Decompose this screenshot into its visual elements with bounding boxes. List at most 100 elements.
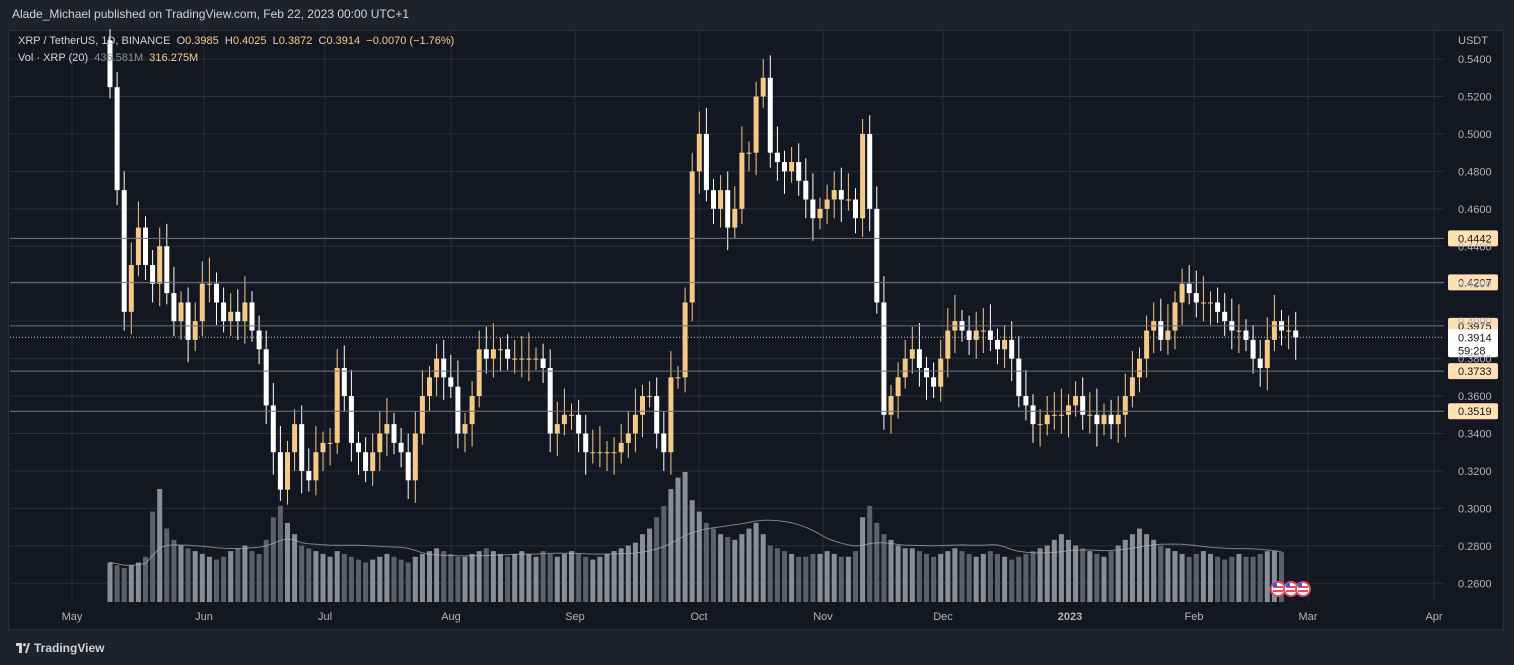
volume-bar xyxy=(845,556,851,602)
volume-bar xyxy=(682,472,688,602)
ohlc-legend: XRP / TetherUS, 1D, BINANCE O0.3985 H0.4… xyxy=(18,35,454,47)
candle-body xyxy=(1264,339,1270,368)
candle-body xyxy=(711,190,716,209)
candle-body xyxy=(732,208,738,228)
candle-body xyxy=(1051,414,1057,416)
candle-body xyxy=(995,339,1000,350)
volume-bar xyxy=(895,545,901,602)
volume-bar xyxy=(114,565,120,602)
candle-body xyxy=(228,311,234,322)
volume-bar xyxy=(1002,556,1008,602)
volume-bar xyxy=(661,505,667,602)
volume-bar xyxy=(277,505,283,602)
symbol-label[interactable]: XRP / TetherUS, 1D, BINANCE xyxy=(18,35,171,47)
candle-body xyxy=(682,302,688,378)
candle-body xyxy=(1293,330,1299,338)
volume-bar xyxy=(143,556,148,602)
candle-body xyxy=(476,349,482,397)
volume-bar xyxy=(1264,551,1270,602)
candle-body xyxy=(810,199,816,219)
volume-bar xyxy=(434,548,440,602)
volume-label[interactable]: Vol · XRP (20) xyxy=(18,52,89,64)
volume-bar xyxy=(1094,553,1100,602)
volume-bar xyxy=(412,556,418,602)
candle-body xyxy=(909,349,915,359)
volume-bar xyxy=(157,488,163,602)
candle-body xyxy=(455,386,461,434)
volume-bar xyxy=(469,553,475,602)
candle-body xyxy=(824,199,830,209)
candle-body xyxy=(1165,330,1171,340)
candle-body xyxy=(1250,339,1256,359)
candle-body xyxy=(1200,302,1206,304)
candle-body xyxy=(1009,339,1015,359)
candle-body xyxy=(185,302,191,340)
volume-bar xyxy=(178,545,184,602)
publisher-line: Alade_Michael published on TradingView.c… xyxy=(12,7,410,21)
brand-logo[interactable]: TradingView xyxy=(16,641,104,655)
candle-body xyxy=(334,367,340,443)
candle-body xyxy=(668,377,674,453)
volume-bar xyxy=(1151,539,1157,602)
candle-body xyxy=(192,321,198,340)
candle-body xyxy=(1129,377,1135,397)
volume-bar xyxy=(959,551,965,602)
volume-bar xyxy=(214,559,219,602)
volume-bar xyxy=(206,556,212,602)
candle-body xyxy=(853,199,858,219)
y-tick-label: 0.4200 xyxy=(1458,279,1492,291)
candle-body xyxy=(1137,358,1142,378)
candle-body xyxy=(341,367,347,397)
volume-bar xyxy=(902,548,908,602)
candle-body xyxy=(576,414,582,434)
candle-body xyxy=(782,162,787,172)
candle-body xyxy=(874,208,880,303)
candle-body xyxy=(654,396,660,434)
candle-body xyxy=(561,414,567,425)
low-value: 0.3872 xyxy=(278,35,313,47)
volume-bar xyxy=(1236,553,1242,602)
volume-bar xyxy=(753,522,759,602)
level-label-bg xyxy=(1448,363,1498,380)
candle-body xyxy=(206,283,212,285)
candle-body xyxy=(625,433,631,443)
candle-body xyxy=(1193,293,1199,303)
event-flag-stripe xyxy=(1273,590,1283,592)
volume-bar xyxy=(164,528,170,602)
candle-body xyxy=(270,405,276,453)
volume-bar xyxy=(377,556,383,602)
volume-bar xyxy=(803,556,809,602)
candle-body xyxy=(632,414,638,434)
volume-bar xyxy=(228,551,234,602)
volume-bar xyxy=(292,534,298,602)
y-tick-label: 0.4600 xyxy=(1458,204,1492,216)
volume-bar xyxy=(320,553,326,602)
level-label: 0.3519 xyxy=(1458,406,1492,418)
volume-bar xyxy=(995,553,1000,602)
volume-bar xyxy=(1023,553,1029,602)
volume-bar xyxy=(1044,545,1050,602)
volume-bar xyxy=(107,562,113,602)
volume-bar xyxy=(398,559,404,602)
candle-body xyxy=(640,396,645,415)
level-label: 0.4207 xyxy=(1458,277,1492,289)
candle-body xyxy=(128,265,134,312)
volume-bar xyxy=(1200,551,1206,602)
candle-body xyxy=(973,330,979,340)
candle-body xyxy=(363,452,369,471)
volume-bar xyxy=(924,553,929,602)
candle-body xyxy=(618,442,624,453)
volume-bar xyxy=(824,551,830,602)
volume-bar xyxy=(796,556,802,602)
x-tick-label: Oct xyxy=(690,611,707,623)
y-tick-label: 0.3600 xyxy=(1458,391,1492,403)
event-flag-stripe xyxy=(1286,590,1296,592)
candle-body xyxy=(767,77,773,153)
candle-body xyxy=(1115,414,1121,425)
candle-body xyxy=(1066,405,1071,415)
y-tick-label: 0.3000 xyxy=(1458,503,1492,515)
volume-bar xyxy=(1144,534,1150,602)
volume-bar xyxy=(703,522,709,602)
candle-body xyxy=(356,442,361,453)
